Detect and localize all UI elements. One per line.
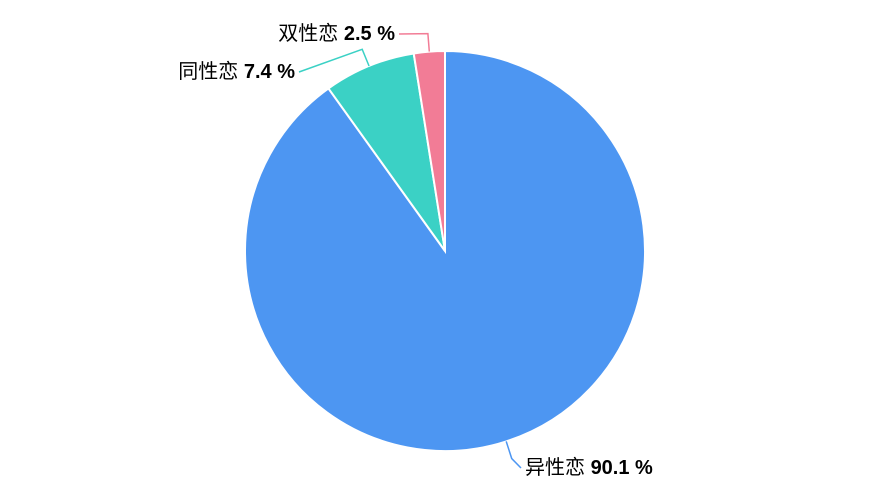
label-heterosexual: 异性恋 90.1 % [525,458,653,478]
leader-homosexual [299,49,369,72]
pie-svg [0,0,890,502]
leader-bisexual [399,34,429,52]
label-heterosexual-name: 异性恋 [525,457,585,479]
label-homosexual-value: 7.4 % [244,61,295,83]
label-bisexual: 双性恋 2.5 % [278,24,395,44]
label-homosexual: 同性恋 7.4 % [178,62,295,82]
label-homosexual-name: 同性恋 [178,61,238,83]
leader-heterosexual [506,441,521,468]
pie-chart: 异性恋 90.1 % 同性恋 7.4 % 双性恋 2.5 % [0,0,890,502]
label-heterosexual-value: 90.1 % [591,457,653,479]
label-bisexual-name: 双性恋 [278,23,338,45]
label-bisexual-value: 2.5 % [344,23,395,45]
